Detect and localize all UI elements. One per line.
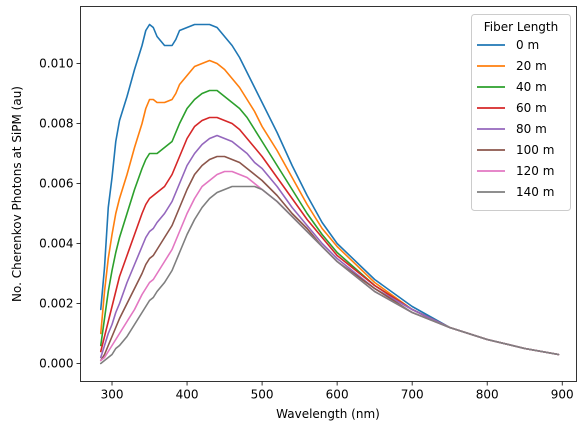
x-axis-label: Wavelength (nm)	[276, 407, 380, 421]
legend-items: 0 m 20 m 40 m 60 m 80 m 100 m 120 m 140 m	[477, 38, 554, 199]
x-tick-label: 500	[251, 388, 274, 402]
legend-label: 40 m	[516, 80, 547, 94]
plot-frame	[80, 6, 577, 382]
legend-label: 20 m	[516, 59, 547, 73]
legend: Fiber Length 0 m 20 m 40 m 60 m 80 m 100 m 120…	[471, 14, 571, 211]
series-line-40-m	[99, 89, 560, 356]
y-tick-label: 0.004	[39, 237, 73, 251]
y-tick-label: 0.002	[39, 297, 73, 311]
series-line-60-m	[99, 116, 560, 356]
y-tick-label: 0.010	[39, 57, 73, 71]
legend-label: 120 m	[516, 164, 554, 178]
x-tick-label: 900	[551, 388, 574, 402]
x-tick-label: 800	[476, 388, 499, 402]
x-axis-ticks: 300 400 500 600 700 800 900	[101, 381, 574, 402]
legend-label: 60 m	[516, 101, 547, 115]
legend-label: 80 m	[516, 122, 547, 136]
x-tick-label: 700	[401, 388, 424, 402]
series-line-140-m	[99, 185, 560, 365]
legend-title: Fiber Length	[484, 20, 559, 34]
y-tick-label: 0.000	[39, 357, 73, 371]
x-tick-label: 300	[101, 388, 124, 402]
x-tick-label: 600	[326, 388, 349, 402]
series-line-0-m	[99, 23, 560, 356]
x-tick-label: 400	[176, 388, 199, 402]
legend-box	[471, 14, 571, 211]
series-line-20-m	[99, 59, 560, 356]
legend-label: 140 m	[516, 185, 554, 199]
legend-label: 100 m	[516, 143, 554, 157]
series-layer	[99, 23, 560, 365]
y-tick-label: 0.006	[39, 177, 73, 191]
y-axis-label: No. Cherenkov Photons at SiPM (au)	[10, 86, 24, 302]
legend-label: 0 m	[516, 38, 539, 52]
y-tick-label: 0.008	[39, 117, 73, 131]
series-line-80-m	[99, 134, 560, 359]
y-axis-ticks: 0.000 0.002 0.004 0.006 0.008 0.010	[39, 57, 81, 371]
